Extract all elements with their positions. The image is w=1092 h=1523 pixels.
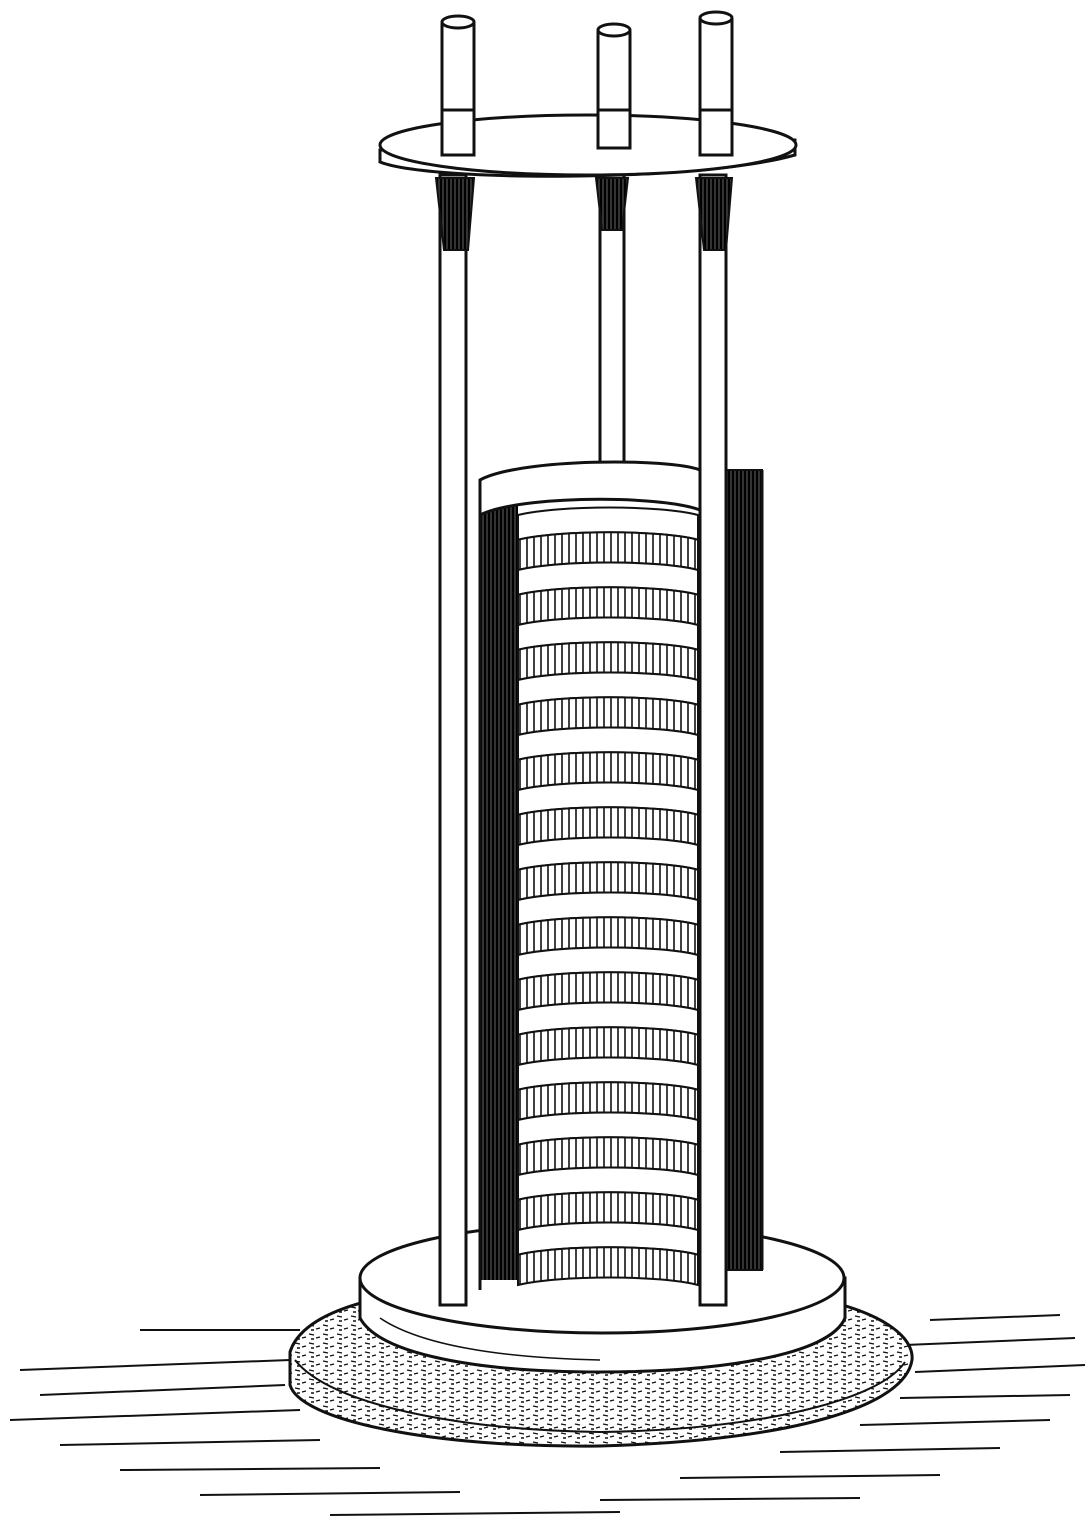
ground-line — [779, 1447, 1001, 1453]
ground-hatching — [9, 1314, 1086, 1516]
ground-line — [59, 1439, 321, 1446]
ground-line — [19, 1359, 291, 1371]
ground-line — [39, 1384, 286, 1396]
ground-line — [929, 1314, 1061, 1321]
ground-line — [119, 1467, 381, 1471]
ground-line — [859, 1419, 1051, 1426]
top-plate — [378, 108, 798, 178]
ground-line — [199, 1491, 461, 1496]
ground-line — [899, 1394, 1071, 1399]
right-rod — [694, 10, 734, 1307]
middle-rod — [594, 22, 632, 477]
ground-line — [9, 1409, 301, 1421]
ground-line — [599, 1497, 861, 1501]
ground-line — [914, 1364, 1086, 1373]
left-rod — [434, 14, 476, 1307]
ground-line — [329, 1511, 621, 1516]
disc-rim — [517, 1246, 699, 1287]
ground-line — [904, 1337, 1076, 1346]
ground-line — [679, 1474, 941, 1479]
